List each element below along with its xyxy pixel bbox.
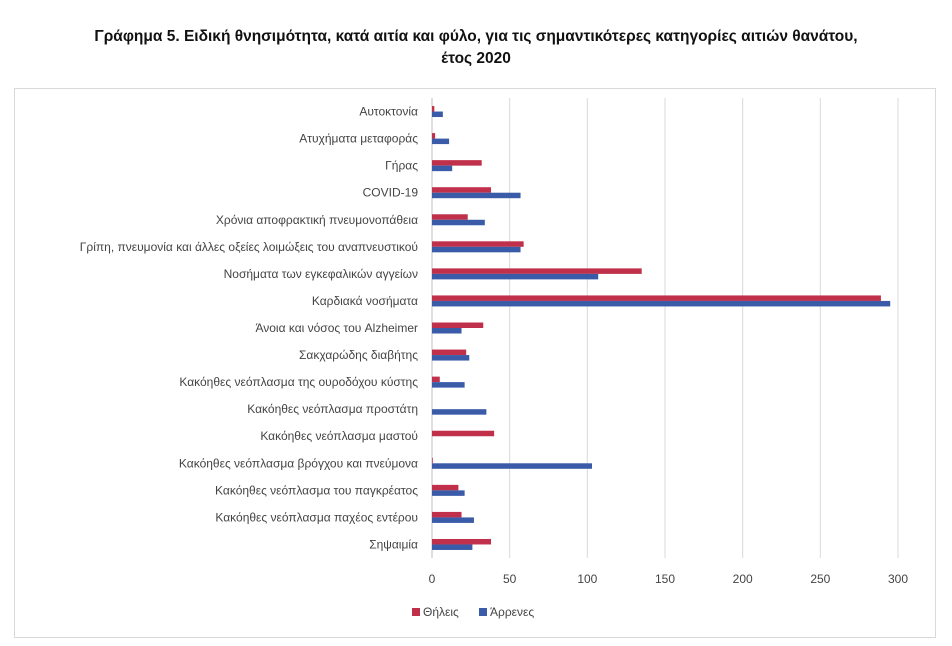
category-label: Ατυχήματα μεταφοράς [299, 132, 418, 146]
category-labels: Αυτοκτονία Ατυχήματα μεταφοράς Γήρας COVID-… [80, 105, 419, 552]
bar-male [432, 300, 891, 307]
legend: Θήλεις Άρρενες [412, 605, 534, 619]
bar-female [432, 376, 440, 383]
x-tick-label: 250 [810, 572, 830, 586]
legend-label: Άρρενες [490, 605, 534, 619]
category-label: Άνοια και νόσος του Alzheimer [255, 321, 418, 335]
x-tick-label: 0 [429, 572, 436, 586]
bar-female [432, 322, 484, 328]
bar-male [432, 382, 465, 388]
category-label: Καρδιακά νοσήματα [312, 294, 418, 308]
category-label: Κακόηθες νεόπλασμα της ουροδόχου κύστης [179, 375, 418, 389]
bar-male [432, 138, 450, 145]
category-label: Σηψαιμία [369, 537, 418, 551]
legend-swatch [479, 608, 487, 616]
chart-title-line-2: έτος 2020 [441, 50, 511, 67]
bar-female [432, 430, 495, 437]
category-label: Γρίπη, πνευμονία και άλλες οξείες λοιμώξ… [80, 240, 418, 254]
bar-male [432, 192, 521, 199]
category-label: Αυτοκτονία [359, 105, 418, 119]
bar-female [432, 295, 881, 301]
bar-male [432, 165, 453, 172]
bar-male [432, 219, 485, 226]
bar-female [432, 106, 435, 112]
category-label: Κακόηθες νεόπλασμα βρόγχου και πνεύμονα [179, 456, 418, 470]
category-label: COVID-19 [363, 186, 419, 200]
bar-male [432, 328, 462, 334]
bar-female [432, 457, 433, 464]
bar-male [432, 273, 599, 280]
x-tick-labels: 0 50 100 150 200 250 300 [429, 572, 909, 586]
x-tick-label: 200 [733, 572, 753, 586]
category-label: Χρόνια αποφρακτική πνευμονοπάθεια [216, 213, 418, 227]
x-tick-label: 100 [577, 572, 597, 586]
bar-male [432, 517, 474, 523]
bar-male [432, 490, 465, 496]
category-label: Κακόηθες νεόπλασμα μαστού [260, 429, 418, 443]
category-label: Νοσήματα των εγκεφαλικών αγγείων [224, 267, 418, 281]
bar-female [432, 214, 468, 220]
legend-swatch [412, 608, 420, 616]
bar-female [432, 511, 462, 518]
category-label: Κακόηθες νεόπλασμα του παγκρέατος [215, 483, 418, 497]
bar-female [432, 187, 492, 193]
category-label: Κακόηθες νεόπλασμα παχέος εντέρου [215, 510, 418, 524]
bar-male [432, 544, 473, 550]
category-label: Γήρας [385, 159, 418, 173]
legend-label: Θήλεις [423, 605, 459, 619]
bar-male [432, 111, 443, 118]
category-label: Κακόηθες νεόπλασμα προστάτη [247, 402, 418, 416]
bar-male [432, 409, 487, 415]
bar-female [432, 268, 642, 274]
chart-title: Γράφημα 5. Ειδική θνησιμότητα, κατά αιτί… [0, 26, 952, 70]
x-tick-label: 300 [888, 572, 908, 586]
x-tick-label: 50 [503, 572, 517, 586]
bar-male [432, 463, 592, 469]
bar-female [432, 484, 459, 491]
bar-male [432, 355, 470, 361]
category-label: Σακχαρώδης διαβήτης [299, 348, 418, 362]
bar-female [432, 160, 482, 166]
chart-frame [14, 88, 936, 638]
bars [432, 106, 891, 550]
bar-female [432, 538, 492, 545]
bar-female [432, 241, 524, 247]
bar-male [432, 246, 521, 253]
x-tick-label: 150 [655, 572, 675, 586]
chart-title-line-1: Γράφημα 5. Ειδική θνησιμότητα, κατά αιτί… [94, 28, 858, 45]
bar-female [432, 349, 467, 356]
bar-female [432, 133, 436, 139]
gridlines [431, 98, 899, 558]
